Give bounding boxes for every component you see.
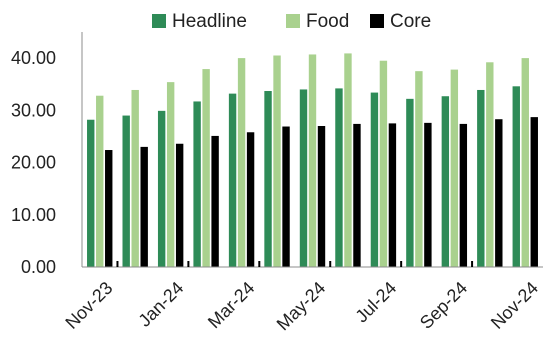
bar-headline-nov-23 <box>87 119 95 267</box>
legend-swatch-headline <box>152 14 166 28</box>
bar-core-oct-24 <box>495 119 503 267</box>
y-tick-label: 30.00 <box>11 100 56 120</box>
x-tick-label: Mar-24 <box>204 278 258 332</box>
bar-food-apr-24 <box>273 55 281 267</box>
x-tick-label: Jan-24 <box>134 278 187 331</box>
bar-core-feb-24 <box>211 135 219 267</box>
y-axis: 0.00 10.00 20.00 30.00 40.00 <box>11 32 83 277</box>
bar-headline-jun-24 <box>335 88 343 268</box>
bar-core-jun-24 <box>353 123 361 268</box>
bar-core-mar-24 <box>246 132 255 267</box>
bar-food-nov-23 <box>96 95 104 267</box>
bar-core-sep-24 <box>459 123 468 268</box>
legend-swatch-core <box>370 14 384 28</box>
bar-food-sep-24 <box>450 69 459 267</box>
bar-food-aug-24 <box>415 71 423 268</box>
bar-food-dec-23 <box>131 89 139 267</box>
bar-core-nov-23 <box>105 150 113 267</box>
bar-food-mar-24 <box>237 58 246 267</box>
bars <box>87 53 538 268</box>
bar-food-jan-24 <box>166 82 175 267</box>
bar-food-jul-24 <box>379 60 388 267</box>
x-tick-label: Nov-23 <box>61 278 116 333</box>
bar-core-jul-24 <box>388 123 397 267</box>
legend-swatch-food <box>286 14 300 28</box>
bar-headline-sep-24 <box>441 96 450 267</box>
bar-food-nov-24 <box>521 58 529 267</box>
bar-core-may-24 <box>317 126 326 267</box>
bar-food-feb-24 <box>202 69 210 267</box>
bar-food-jun-24 <box>344 53 352 268</box>
legend: Headline Food Core <box>152 11 431 32</box>
legend-label-food: Food <box>306 11 349 32</box>
x-tick-label: May-24 <box>273 278 330 335</box>
bar-headline-may-24 <box>299 89 308 267</box>
bar-food-oct-24 <box>486 62 494 268</box>
bar-headline-jul-24 <box>370 92 379 267</box>
bar-core-aug-24 <box>424 122 432 267</box>
bar-headline-aug-24 <box>406 98 414 267</box>
x-tick-label: Nov-24 <box>487 278 542 333</box>
y-tick-label: 0.00 <box>21 257 56 277</box>
y-tick-label: 20.00 <box>11 153 56 173</box>
bar-headline-oct-24 <box>477 89 485 267</box>
bar-headline-nov-24 <box>512 86 520 267</box>
y-tick-label: 10.00 <box>11 205 56 225</box>
bar-headline-dec-23 <box>122 115 130 267</box>
bar-core-nov-24 <box>530 117 538 267</box>
y-tick-label: 40.00 <box>11 48 56 68</box>
bar-core-jan-24 <box>175 143 184 267</box>
bar-core-apr-24 <box>282 126 290 268</box>
bar-core-dec-23 <box>140 146 148 267</box>
bar-headline-jan-24 <box>157 110 166 267</box>
bar-headline-mar-24 <box>228 93 237 267</box>
legend-label-core: Core <box>390 11 431 32</box>
x-tick-label: Jul-24 <box>351 278 400 327</box>
bar-headline-feb-24 <box>193 101 201 267</box>
legend-label-headline: Headline <box>172 11 247 32</box>
bar-headline-apr-24 <box>264 91 272 267</box>
x-axis: Nov-23 Jan-24 Mar-24 May-24 Jul-24 Sep-24 Nov-… <box>61 261 543 334</box>
bar-food-may-24 <box>308 54 317 268</box>
x-tick-label: Sep-24 <box>416 278 471 333</box>
